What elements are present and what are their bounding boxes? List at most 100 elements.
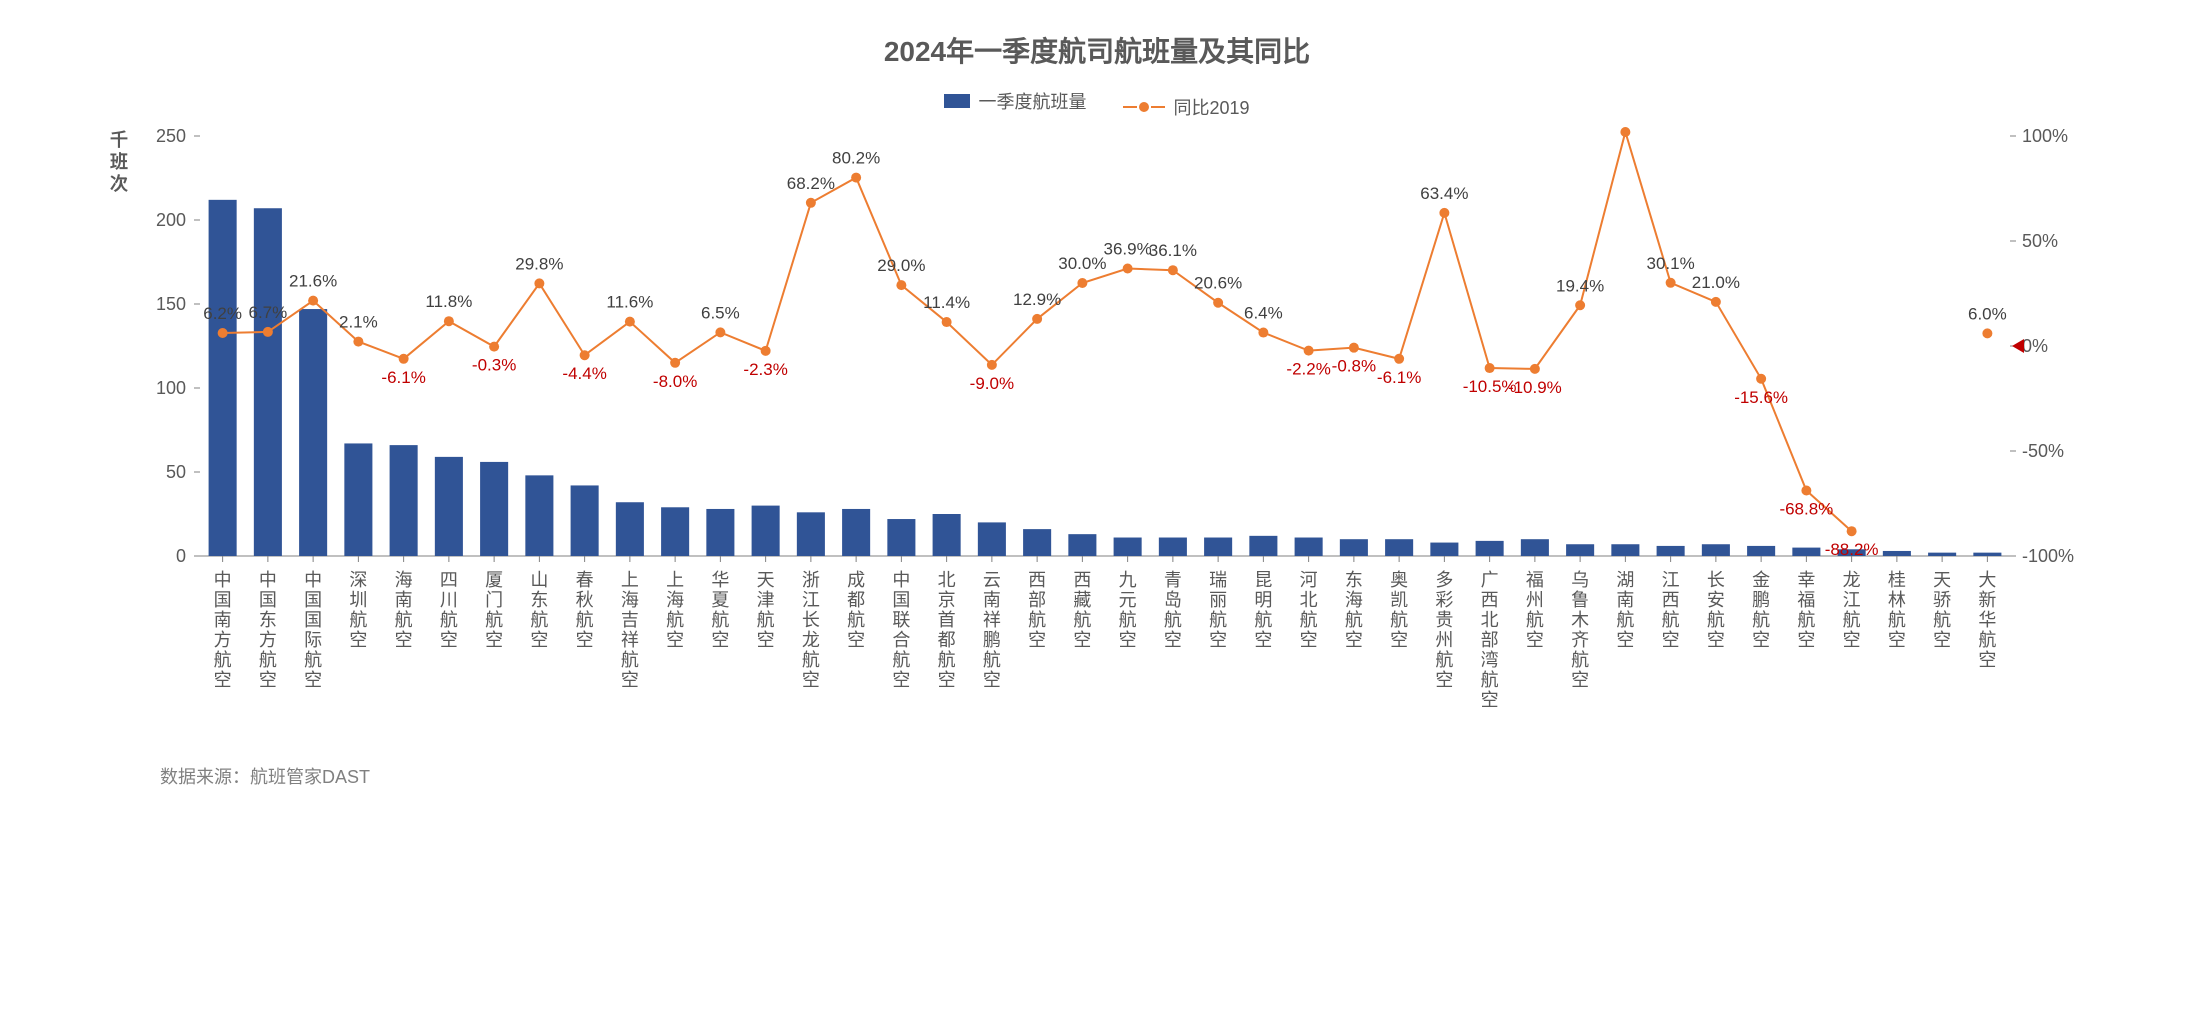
data-label: -15.6% xyxy=(1734,388,1788,407)
y-left-axis-label: 千班次 xyxy=(110,130,128,194)
line-marker xyxy=(1439,208,1449,218)
data-label: -9.0% xyxy=(970,374,1014,393)
data-label: 6.2% xyxy=(203,304,242,323)
y-left-tick-label: 250 xyxy=(156,126,186,146)
line-marker xyxy=(1032,314,1042,324)
x-category-label: 厦门航空 xyxy=(485,570,503,650)
x-category-label: 西藏航空 xyxy=(1073,570,1091,650)
data-label: -6.1% xyxy=(381,368,425,387)
data-label: 6.7% xyxy=(249,303,288,322)
line-marker xyxy=(580,350,590,360)
bar xyxy=(1114,538,1142,556)
data-label: 21.6% xyxy=(289,272,337,291)
bar xyxy=(887,519,915,556)
data-label: 11.6% xyxy=(606,293,653,312)
line-marker xyxy=(218,328,228,338)
data-label: 21.0% xyxy=(1692,273,1740,292)
x-category-label: 广西北部湾航空 xyxy=(1481,570,1499,710)
x-category-label: 福州航空 xyxy=(1526,570,1544,650)
bar xyxy=(1566,544,1594,556)
bar xyxy=(571,485,599,556)
line-marker xyxy=(263,327,273,337)
data-label: -10.9% xyxy=(1508,378,1562,397)
x-category-label: 春秋航空 xyxy=(576,570,594,650)
x-category-label: 长安航空 xyxy=(1707,570,1725,650)
line-marker xyxy=(489,342,499,352)
legend-line: 同比2019 xyxy=(1123,94,1249,120)
line-marker xyxy=(942,317,952,327)
x-category-label: 四川航空 xyxy=(440,570,458,650)
chart-title: 2024年一季度航司航班量及其同比 xyxy=(40,30,2154,70)
y-left-tick-label: 200 xyxy=(156,210,186,230)
bar xyxy=(706,509,734,556)
line-marker xyxy=(1213,298,1223,308)
line-marker xyxy=(1077,278,1087,288)
bar xyxy=(435,457,463,556)
y-left-tick-label: 100 xyxy=(156,378,186,398)
x-category-label: 华夏航空 xyxy=(711,570,729,650)
x-category-label: 河北航空 xyxy=(1300,570,1318,650)
bar xyxy=(344,443,372,556)
x-category-label: 北京首都航空 xyxy=(938,570,956,690)
data-label: -68.8% xyxy=(1779,499,1833,518)
bar xyxy=(661,507,689,556)
line-marker xyxy=(806,198,816,208)
bar xyxy=(299,309,327,556)
bar xyxy=(1068,534,1096,556)
chart-plot: 050100150200250千班次-100%-50%0%50%100%6.2%… xyxy=(40,126,2154,753)
data-label: 68.2% xyxy=(787,174,835,193)
bar xyxy=(1430,543,1458,556)
line-marker xyxy=(1666,278,1676,288)
x-category-label: 奥凯航空 xyxy=(1390,570,1408,650)
bar xyxy=(1385,539,1413,556)
bar xyxy=(1657,546,1685,556)
x-category-label: 龙江航空 xyxy=(1843,570,1861,650)
line-marker xyxy=(534,278,544,288)
x-category-label: 上海航空 xyxy=(666,570,684,650)
data-label: -88.2% xyxy=(1825,540,1879,559)
line-marker xyxy=(896,280,906,290)
bar xyxy=(616,502,644,556)
line-marker xyxy=(1168,265,1178,275)
bar xyxy=(1611,544,1639,556)
bar xyxy=(1204,538,1232,556)
bar xyxy=(480,462,508,556)
data-label: 20.6% xyxy=(1194,274,1242,293)
x-category-label: 桂林航空 xyxy=(1888,570,1906,650)
data-label: 11.4% xyxy=(923,293,970,312)
line-marker xyxy=(987,360,997,370)
line-marker xyxy=(1485,363,1495,373)
x-category-label: 上海吉祥航空 xyxy=(621,570,639,690)
data-label: 29.8% xyxy=(515,254,563,273)
line-marker xyxy=(1304,346,1314,356)
x-category-label: 金鹏航空 xyxy=(1752,570,1770,650)
line-marker xyxy=(353,337,363,347)
y-right-tick-label: -100% xyxy=(2022,546,2074,566)
y-left-tick-label: 150 xyxy=(156,294,186,314)
x-category-label: 中国东方航空 xyxy=(259,570,277,690)
x-category-label: 九元航空 xyxy=(1119,570,1137,650)
line-marker xyxy=(1620,127,1630,137)
bar xyxy=(1295,538,1323,556)
line-marker xyxy=(1982,328,1992,338)
bar xyxy=(1249,536,1277,556)
line-marker xyxy=(1711,297,1721,307)
bar xyxy=(525,475,553,556)
x-category-label: 浙江长龙航空 xyxy=(802,570,820,690)
line-marker xyxy=(1575,300,1585,310)
x-category-label: 瑞丽航空 xyxy=(1209,570,1227,650)
y-left-tick-label: 50 xyxy=(166,462,186,482)
data-label: 63.4% xyxy=(1420,184,1468,203)
x-category-label: 山东航空 xyxy=(530,570,548,650)
x-category-label: 成都航空 xyxy=(847,570,865,650)
line-marker xyxy=(1394,354,1404,364)
data-label: 29.0% xyxy=(877,256,925,275)
x-category-label: 湖南航空 xyxy=(1616,570,1634,650)
data-label: -2.3% xyxy=(743,360,787,379)
x-category-label: 大新华航空 xyxy=(1978,570,1996,670)
x-category-label: 乌鲁木齐航空 xyxy=(1571,570,1589,690)
bar xyxy=(842,509,870,556)
x-category-label: 江西航空 xyxy=(1662,570,1680,650)
legend-bar-label: 一季度航班量 xyxy=(978,88,1086,114)
bar xyxy=(1159,538,1187,556)
